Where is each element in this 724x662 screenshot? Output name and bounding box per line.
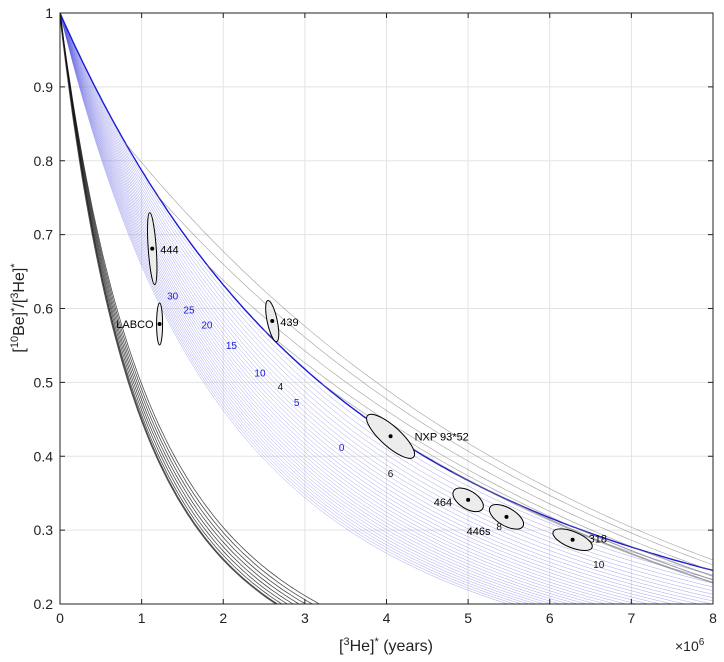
erosion-curve xyxy=(60,13,638,604)
x-tick-label: 7 xyxy=(627,610,635,626)
sample-point xyxy=(157,322,162,327)
x-tick-label: 5 xyxy=(464,610,472,626)
erosion-label-25: 25 xyxy=(183,306,195,317)
erosion-curve xyxy=(60,13,553,604)
curves xyxy=(60,13,713,604)
x-tick-label: 8 xyxy=(709,610,717,626)
isochron-curve xyxy=(451,471,713,584)
sample-label-labco: LABCO xyxy=(116,319,154,331)
erosion-curve xyxy=(60,13,713,584)
y-tick-label: 0.4 xyxy=(34,448,54,464)
erosion-curve xyxy=(60,13,713,588)
erosion-label-0: 0 xyxy=(339,443,345,454)
envelope-curve xyxy=(60,13,289,604)
erosion-curve xyxy=(60,13,700,604)
erosion-curve xyxy=(60,13,686,604)
y-tick-label: 0.5 xyxy=(34,374,54,390)
y-tick-label: 0.7 xyxy=(34,227,54,243)
x-axis-label: [3He]* (years) xyxy=(339,636,433,655)
isochron-curve xyxy=(206,264,713,572)
y-tick-label: 0.3 xyxy=(34,522,54,538)
erosion-curve xyxy=(60,13,713,599)
erosion-curve xyxy=(60,13,662,604)
erosion-curve xyxy=(60,13,713,602)
x-tick-label: 3 xyxy=(301,610,309,626)
erosion-curve xyxy=(60,13,628,604)
isochron-curve xyxy=(125,142,713,561)
x-tick-label: 1 xyxy=(138,610,146,626)
isochron-label-6: 6 xyxy=(388,469,394,480)
sample-point xyxy=(270,319,275,324)
sample-label-444: 444 xyxy=(160,245,178,257)
isochron-label-8: 8 xyxy=(496,522,502,533)
sample-label-464: 464 xyxy=(434,497,452,509)
erosion-label-10: 10 xyxy=(254,368,266,379)
x-tick-label: 4 xyxy=(383,610,391,626)
envelope-curve xyxy=(60,13,307,604)
erosion-curve xyxy=(60,13,530,604)
erosion-curve xyxy=(60,13,674,604)
erosion-curve xyxy=(60,13,617,604)
envelope-curve xyxy=(60,13,314,604)
erosion-label-15: 15 xyxy=(226,341,238,352)
isochron-curve xyxy=(386,432,713,583)
isochron-curve xyxy=(321,383,713,581)
isochron-curve xyxy=(263,329,713,577)
erosion-curve xyxy=(60,13,713,595)
samples xyxy=(147,212,593,552)
axes xyxy=(59,12,714,605)
erosion-curve xyxy=(60,13,545,604)
envelope-curve xyxy=(60,13,300,604)
envelope-curve xyxy=(60,13,294,604)
y-tick-label: 0.8 xyxy=(34,153,54,169)
sample-point xyxy=(388,434,393,439)
x-tick-label: 0 xyxy=(56,610,64,626)
isochron-label-10: 10 xyxy=(593,560,605,571)
erosion-curve xyxy=(60,13,713,604)
sample-point xyxy=(570,537,575,542)
y-tick-label: 0.2 xyxy=(34,596,54,612)
isochron-curve xyxy=(647,551,713,577)
sample-point xyxy=(466,497,471,502)
erosion-curve xyxy=(60,13,516,604)
envelope-curve xyxy=(60,13,283,604)
erosion-label-20: 20 xyxy=(201,320,213,331)
envelope-curve xyxy=(60,13,321,604)
y-axis-label: [10Be]*/[3He]* xyxy=(9,263,28,353)
erosion-curve xyxy=(60,13,579,604)
isochron-label-4: 4 xyxy=(278,382,284,393)
erosion-curve xyxy=(60,13,597,604)
x-tick-label: 6 xyxy=(546,610,554,626)
x-tick-label: 2 xyxy=(219,610,227,626)
isochron-curve xyxy=(582,530,713,580)
erosion-curve xyxy=(60,13,588,604)
x-multiplier: ×106 xyxy=(675,637,705,654)
erosion-label-30: 30 xyxy=(167,292,179,303)
erosion-curve xyxy=(60,13,509,604)
erosion-label-5: 5 xyxy=(294,398,300,409)
erosion-curve xyxy=(60,13,713,592)
envelope-curve xyxy=(60,13,279,604)
sample-label-446s: 446s xyxy=(467,526,491,538)
erosion-curve xyxy=(60,13,570,604)
sample-label-318: 318 xyxy=(589,534,607,546)
isochron-curve xyxy=(516,503,713,583)
sample-label-439: 439 xyxy=(280,317,298,329)
y-tick-label: 0.6 xyxy=(34,301,54,317)
y-tick-label: 1 xyxy=(45,5,53,21)
sample-label-nxp9352: NXP 93*52 xyxy=(415,431,469,443)
sample-point xyxy=(150,246,155,251)
y-tick-label: 0.9 xyxy=(34,79,54,95)
erosion-curve xyxy=(60,13,538,604)
sample-point xyxy=(504,514,509,519)
erosion-curve xyxy=(60,13,650,604)
erosion-curve xyxy=(60,13,561,604)
isochron-curve xyxy=(157,195,713,566)
erosion-curve xyxy=(60,13,523,604)
